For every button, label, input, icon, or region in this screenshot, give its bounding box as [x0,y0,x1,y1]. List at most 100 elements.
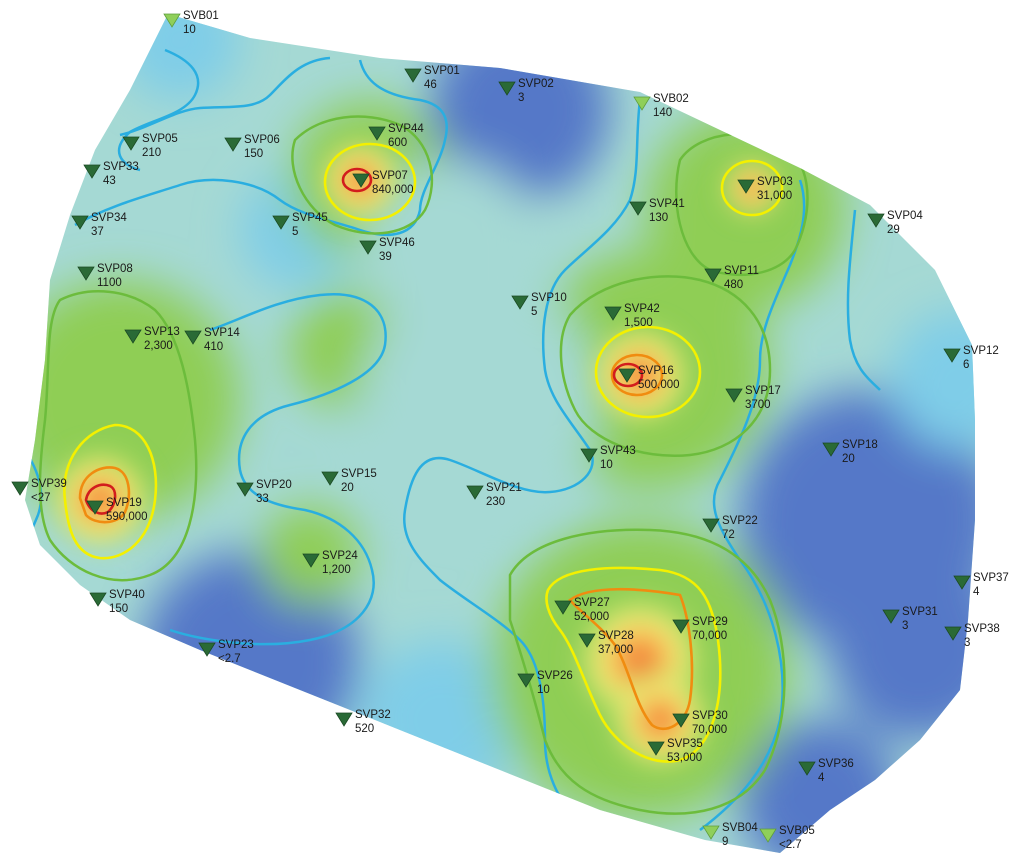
station-marker-icon[interactable] [633,96,651,111]
contour-line-blue [74,59,448,237]
station-marker-icon[interactable] [725,388,743,403]
station-svp21[interactable]: SVP21 230 [466,482,522,508]
station-marker-icon[interactable] [77,266,95,281]
station-marker-icon[interactable] [822,442,840,457]
station-marker-icon[interactable] [352,173,370,188]
station-svp23[interactable]: SVP23 <2.7 [198,639,254,665]
station-svp19[interactable]: SVP19 590,000 [86,497,148,523]
station-marker-icon[interactable] [578,633,596,648]
station-marker-icon[interactable] [89,592,107,607]
station-value-label: 3 [518,92,524,104]
station-svp45[interactable]: SVP45 5 [272,212,328,238]
station-marker-icon[interactable] [672,713,690,728]
station-marker-icon[interactable] [163,13,181,28]
station-marker-icon[interactable] [672,619,690,634]
station-svp10[interactable]: SVP10 5 [511,292,567,318]
station-svp14[interactable]: SVP14 410 [184,327,240,353]
station-marker-icon[interactable] [882,609,900,624]
station-marker-icon[interactable] [647,741,665,756]
station-svp11[interactable]: SVP11 480 [704,265,759,291]
station-marker-icon[interactable] [404,68,422,83]
station-svp20[interactable]: SVP20 33 [236,479,292,505]
station-marker-icon[interactable] [368,126,386,141]
station-svp18[interactable]: SVP18 20 [822,439,878,465]
station-svp22[interactable]: SVP22 72 [702,515,758,541]
station-svp27[interactable]: SVP27 52,000 [554,597,610,623]
station-svp13[interactable]: SVP13 2,300 [124,326,180,352]
station-marker-icon[interactable] [867,213,885,228]
station-marker-icon[interactable] [629,201,647,216]
station-svb01[interactable]: SVB01 10 [163,10,219,36]
station-svp12[interactable]: SVP12 6 [943,345,999,371]
station-marker-icon[interactable] [236,482,254,497]
station-marker-icon[interactable] [272,215,290,230]
station-svp17[interactable]: SVP17 3700 [725,385,781,411]
station-marker-icon[interactable] [702,518,720,533]
station-marker-icon[interactable] [224,137,242,152]
station-marker-icon[interactable] [953,575,971,590]
station-marker-icon[interactable] [798,761,816,776]
station-svp32[interactable]: SVP32 520 [335,709,391,735]
station-marker-icon[interactable] [71,215,89,230]
station-svp30[interactable]: SVP30 70,000 [672,710,728,736]
station-marker-icon[interactable] [944,626,962,641]
station-marker-icon[interactable] [466,485,484,500]
station-svp02[interactable]: SVP02 3 [498,78,554,104]
station-marker-icon[interactable] [737,179,755,194]
station-marker-icon[interactable] [335,712,353,727]
station-svp42[interactable]: SVP42 1,500 [604,303,660,329]
station-svp01[interactable]: SVP01 46 [404,65,460,91]
station-svp29[interactable]: SVP29 70,000 [672,616,728,642]
station-svp08[interactable]: SVP08 1100 [77,263,133,289]
station-marker-icon[interactable] [618,368,636,383]
station-svp06[interactable]: SVP06 150 [224,134,280,160]
station-svp28[interactable]: SVP28 37,000 [578,630,634,656]
station-marker-icon[interactable] [498,81,516,96]
station-marker-icon[interactable] [184,330,202,345]
station-svp46[interactable]: SVP46 39 [359,237,415,263]
station-svp33[interactable]: SVP33 43 [83,161,139,187]
station-marker-icon[interactable] [83,164,101,179]
station-svp05[interactable]: SVP05 210 [122,133,178,159]
station-svp24[interactable]: SVP24 1,200 [302,550,358,576]
station-marker-icon[interactable] [511,295,529,310]
station-marker-icon[interactable] [302,553,320,568]
station-marker-icon[interactable] [943,348,961,363]
field-patch [120,14,240,100]
station-marker-icon[interactable] [580,448,598,463]
station-svb02[interactable]: SVB02 140 [633,93,689,119]
station-svb04[interactable]: SVB04 9 [702,822,758,848]
station-svp31[interactable]: SVP31 3 [882,606,938,632]
station-svp36[interactable]: SVP36 4 [798,758,854,784]
station-marker-icon[interactable] [704,268,722,283]
station-marker-icon[interactable] [198,642,216,657]
station-svp07[interactable]: SVP07 840,000 [352,170,414,196]
station-marker-icon[interactable] [604,306,622,321]
station-marker-icon[interactable] [124,329,142,344]
station-svp43[interactable]: SVP43 10 [580,445,636,471]
station-marker-icon[interactable] [517,673,535,688]
station-marker-icon[interactable] [702,825,720,840]
station-svp16[interactable]: SVP16 500,000 [618,365,680,391]
station-marker-icon[interactable] [11,481,29,496]
station-svb05[interactable]: SVB05 <2.7 [759,825,815,851]
station-svp26[interactable]: SVP26 10 [517,670,573,696]
station-svp40[interactable]: SVP40 150 [89,589,145,615]
station-marker-icon[interactable] [122,136,140,151]
station-svp38[interactable]: SVP38 3 [944,623,1000,649]
station-svp34[interactable]: SVP34 37 [71,212,127,238]
station-marker-icon[interactable] [86,500,104,515]
station-svp03[interactable]: SVP03 31,000 [737,176,793,202]
station-svp04[interactable]: SVP04 29 [867,210,923,236]
station-marker-icon[interactable] [321,471,339,486]
station-svp41[interactable]: SVP41 130 [629,198,685,224]
station-value-label: 10 [537,684,550,696]
station-svp39[interactable]: SVP39 <27 [11,478,67,504]
station-svp35[interactable]: SVP35 53,000 [647,738,703,764]
station-marker-icon[interactable] [554,600,572,615]
station-svp15[interactable]: SVP15 20 [321,468,377,494]
station-svp44[interactable]: SVP44 600 [368,123,424,149]
station-marker-icon[interactable] [359,240,377,255]
station-svp37[interactable]: SVP37 4 [953,572,1009,598]
station-marker-icon[interactable] [759,828,777,843]
